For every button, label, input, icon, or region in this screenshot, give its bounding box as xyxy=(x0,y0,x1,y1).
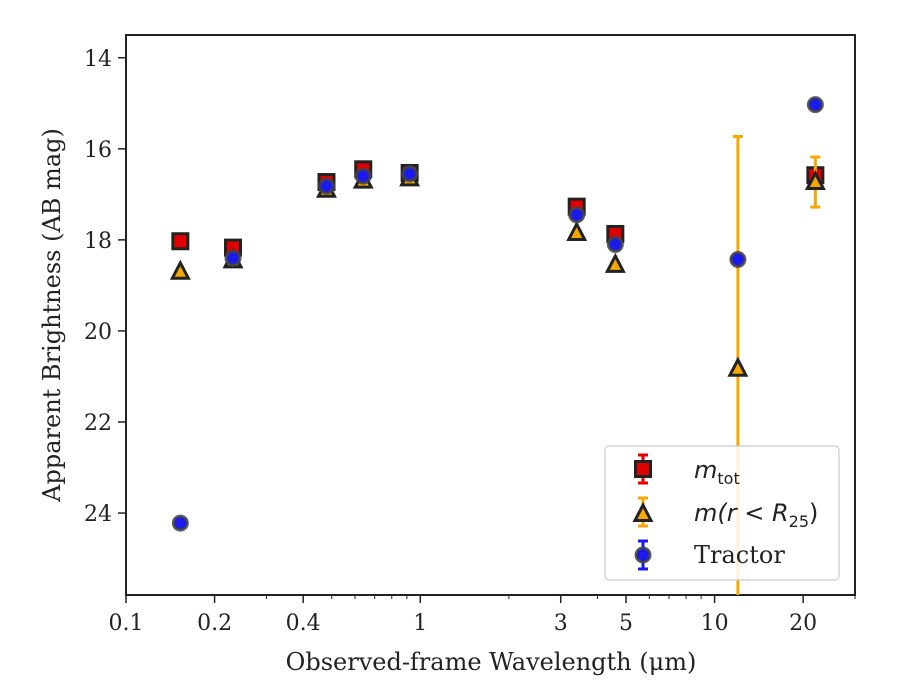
tractor-point xyxy=(224,249,242,267)
tractor-point xyxy=(606,235,624,253)
x-tick-label: 1 xyxy=(413,611,427,636)
legend-mtot-marker xyxy=(634,460,652,478)
plot-area xyxy=(125,34,856,596)
x-tick-label: 10 xyxy=(701,611,729,636)
plot-frame xyxy=(125,34,856,596)
legend-symbols xyxy=(632,453,654,571)
mtot-point xyxy=(171,232,190,251)
legend-label-m-r25: m(r < R25) xyxy=(694,499,818,531)
y-tick-label: 20 xyxy=(84,320,112,345)
legend-label-mtot: mtot xyxy=(694,456,740,488)
tractor-point xyxy=(354,167,372,185)
y-tick-label: 22 xyxy=(84,411,112,436)
tractor-point xyxy=(568,206,586,224)
y-axis: 14 16 18 20 22 24 xyxy=(84,47,126,527)
legend: mtot m(r < R25) Tractor xyxy=(604,445,840,581)
y-tick-label: 18 xyxy=(84,229,112,254)
tractor-point xyxy=(401,165,419,183)
x-axis: 0.1 0.2 0.4 1 3 5 10 20 xyxy=(109,595,856,636)
legend-label-tractor: Tractor xyxy=(694,541,785,569)
tractor-point xyxy=(317,177,335,195)
x-tick-label: 0.4 xyxy=(286,611,321,636)
y-axis-label: Apparent Brightness (AB mag) xyxy=(38,128,66,503)
mr25-point xyxy=(169,259,191,280)
x-tick-label: 3 xyxy=(554,611,568,636)
data-marks xyxy=(169,96,826,595)
x-tick-label: 20 xyxy=(789,611,817,636)
mr25-point xyxy=(566,220,588,242)
y-tick-label: 16 xyxy=(84,138,112,163)
mr25-point xyxy=(804,169,826,191)
x-axis-label: Observed-frame Wavelength (μm) xyxy=(286,648,697,676)
mr25-point xyxy=(727,356,749,377)
y-tick-label: 14 xyxy=(84,47,112,72)
tractor-point xyxy=(171,514,189,532)
x-tick-label: 0.1 xyxy=(109,611,144,636)
tractor-point xyxy=(729,250,747,268)
legend-mr25-marker xyxy=(632,501,654,522)
y-tick-label: 24 xyxy=(84,502,112,527)
tractor-point xyxy=(806,96,824,114)
x-tick-label: 5 xyxy=(619,611,633,636)
x-tick-label: 0.2 xyxy=(197,611,232,636)
legend-tractor-marker xyxy=(634,546,652,564)
mr25-point xyxy=(604,252,626,273)
legend-box xyxy=(604,445,840,581)
